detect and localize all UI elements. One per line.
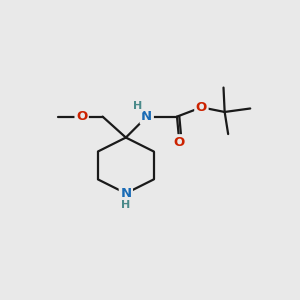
Text: O: O — [196, 101, 207, 114]
Text: N: N — [141, 110, 152, 123]
Text: O: O — [76, 110, 87, 123]
Text: N: N — [120, 187, 131, 200]
Text: H: H — [133, 101, 142, 111]
Text: O: O — [174, 136, 185, 149]
Text: H: H — [121, 200, 130, 210]
